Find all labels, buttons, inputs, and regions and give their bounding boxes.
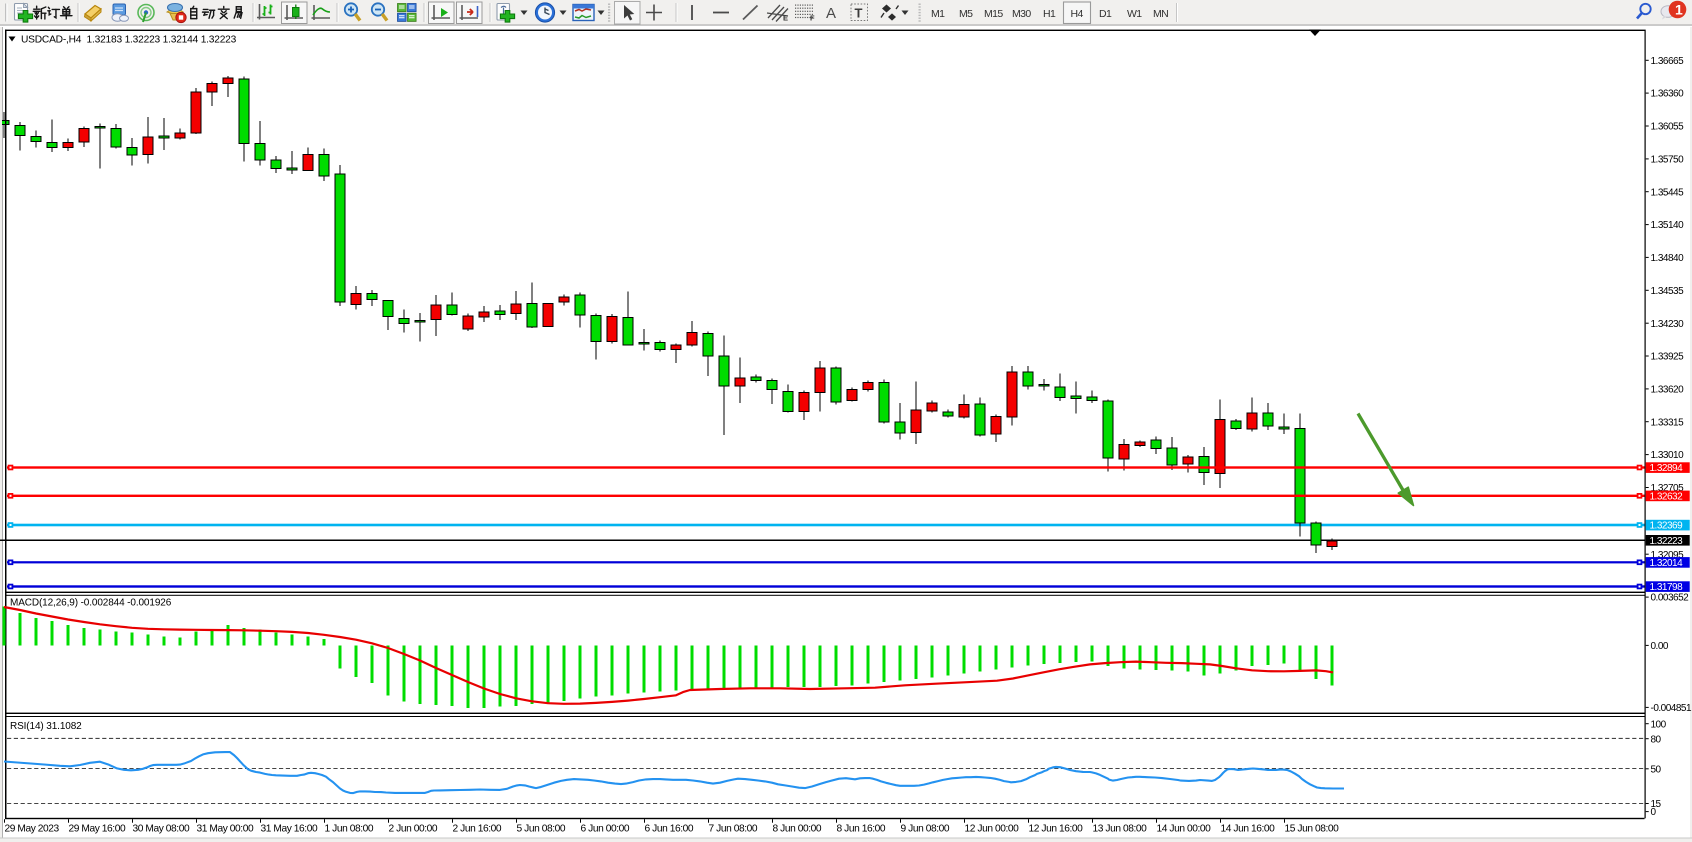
svg-text:6 Jun 00:00: 6 Jun 00:00 (581, 824, 630, 835)
svg-text:30 May 08:00: 30 May 08:00 (133, 824, 190, 835)
svg-text:12 Jun 00:00: 12 Jun 00:00 (965, 824, 1020, 835)
svg-text:9 Jun 08:00: 9 Jun 08:00 (901, 824, 950, 835)
svg-text:80: 80 (1651, 734, 1662, 745)
svg-text:1.31798: 1.31798 (1650, 582, 1684, 593)
svg-text:6 Jun 16:00: 6 Jun 16:00 (645, 824, 694, 835)
svg-text:1.36055: 1.36055 (1651, 122, 1685, 133)
svg-text:1.35445: 1.35445 (1651, 187, 1685, 198)
svg-text:1.34840: 1.34840 (1651, 253, 1685, 264)
svg-text:1.32705: 1.32705 (1651, 483, 1685, 494)
svg-text:1.36360: 1.36360 (1651, 89, 1685, 100)
svg-text:31 May 00:00: 31 May 00:00 (197, 824, 254, 835)
svg-text:2 Jun 16:00: 2 Jun 16:00 (453, 824, 502, 835)
svg-text:M30: M30 (1012, 8, 1031, 20)
svg-text:5 Jun 08:00: 5 Jun 08:00 (517, 824, 566, 835)
svg-text:M5: M5 (959, 8, 973, 20)
svg-text:1.35750: 1.35750 (1651, 155, 1685, 166)
svg-text:1.35140: 1.35140 (1651, 220, 1685, 231)
svg-text:14 Jun 16:00: 14 Jun 16:00 (1221, 824, 1276, 835)
svg-text:29 May 2023: 29 May 2023 (5, 824, 60, 835)
svg-text:W1: W1 (1127, 8, 1142, 20)
svg-text:13 Jun 08:00: 13 Jun 08:00 (1093, 824, 1148, 835)
svg-text:8 Jun 16:00: 8 Jun 16:00 (837, 824, 886, 835)
svg-text:1: 1 (1675, 2, 1683, 18)
svg-text:1.34230: 1.34230 (1651, 319, 1685, 330)
svg-text:0.003652: 0.003652 (1651, 593, 1690, 604)
svg-text:RSI(14) 31.1082: RSI(14) 31.1082 (10, 721, 82, 732)
svg-text:M1: M1 (931, 8, 945, 20)
svg-text:29 May 16:00: 29 May 16:00 (69, 824, 126, 835)
svg-text:14 Jun 00:00: 14 Jun 00:00 (1157, 824, 1212, 835)
svg-text:1.33010: 1.33010 (1651, 450, 1685, 461)
svg-text:-0.004851: -0.004851 (1651, 703, 1692, 714)
svg-text:1.32894: 1.32894 (1650, 463, 1684, 474)
svg-text:15: 15 (1651, 799, 1662, 810)
svg-text:8 Jun 00:00: 8 Jun 00:00 (773, 824, 822, 835)
svg-text:7 Jun 08:00: 7 Jun 08:00 (709, 824, 758, 835)
svg-text:50: 50 (1651, 764, 1662, 775)
svg-text:1.33620: 1.33620 (1651, 385, 1685, 396)
svg-text:1.32014: 1.32014 (1650, 558, 1684, 569)
svg-text:D1: D1 (1099, 8, 1112, 20)
svg-text:1 Jun 08:00: 1 Jun 08:00 (325, 824, 374, 835)
svg-text:A: A (826, 5, 836, 22)
svg-text:1.33925: 1.33925 (1651, 352, 1685, 363)
svg-text:15 Jun 08:00: 15 Jun 08:00 (1285, 824, 1340, 835)
svg-text:1.32369: 1.32369 (1650, 521, 1684, 532)
svg-text:H1: H1 (1043, 8, 1056, 20)
svg-text:H4: H4 (1071, 8, 1084, 20)
svg-text:MN: MN (1153, 8, 1168, 20)
svg-text:2 Jun 00:00: 2 Jun 00:00 (389, 824, 438, 835)
svg-text:31 May 16:00: 31 May 16:00 (261, 824, 318, 835)
svg-text:0: 0 (1651, 807, 1657, 818)
svg-text:0.00: 0.00 (1651, 641, 1669, 652)
svg-text:1.33315: 1.33315 (1651, 417, 1685, 428)
svg-text:F: F (810, 14, 815, 23)
svg-text:T: T (855, 6, 863, 21)
svg-text:1.32632: 1.32632 (1650, 492, 1684, 503)
svg-text:MACD(12,26,9) -0.002844 -0.001: MACD(12,26,9) -0.002844 -0.001926 (10, 598, 172, 609)
svg-text:1.36665: 1.36665 (1651, 56, 1685, 67)
svg-text:1.34535: 1.34535 (1651, 286, 1685, 297)
svg-text:E: E (783, 14, 788, 23)
svg-text:12 Jun 16:00: 12 Jun 16:00 (1029, 824, 1084, 835)
svg-text:100: 100 (1651, 719, 1667, 730)
svg-text:1.32095: 1.32095 (1651, 550, 1685, 561)
svg-text:USDCAD-,H4 1.32183 1.32223 1.: USDCAD-,H4 1.32183 1.32223 1.32144 1.322… (21, 35, 237, 46)
svg-text:1.32223: 1.32223 (1650, 536, 1684, 547)
svg-text:M15: M15 (984, 8, 1003, 20)
